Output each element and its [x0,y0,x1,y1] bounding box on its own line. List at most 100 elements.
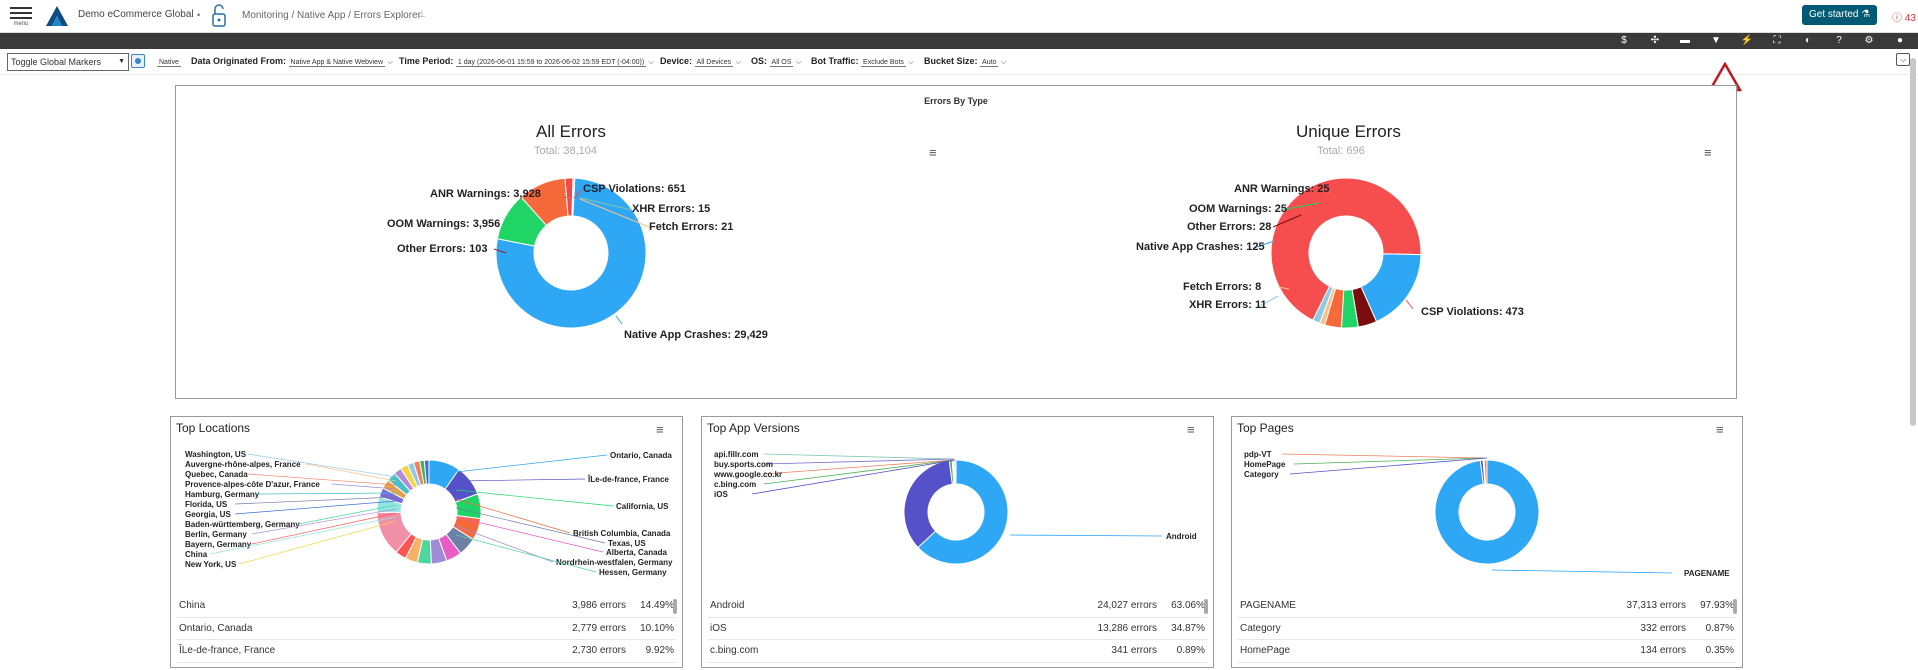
dollar-icon[interactable]: $ [1621,35,1627,46]
label-hamburg-germany: Hamburg, Germany [185,490,260,499]
gear-icon[interactable]: ⚙ [1864,35,1874,46]
device-select[interactable]: All Devices [694,59,734,67]
fullscreen-icon[interactable]: ⛶ [1773,35,1781,46]
location-leader-line [239,520,397,565]
bot-select[interactable]: Exclude Bots [861,59,906,67]
versions-donut[interactable] [901,457,1011,567]
xhr-errors-slice[interactable] [572,177,576,217]
all-errors-donut[interactable] [486,168,656,338]
menu-label: menu [13,21,29,27]
location-leader-line [455,534,597,573]
menu-button[interactable]: menu [10,4,32,27]
table-row[interactable]: ÎLe-de-france, France 2,730 errors 9.92% [177,640,676,663]
label-anr-warnings: ANR Warnings: 25 [1234,183,1330,195]
bot-label: Bot Traffic: [811,56,859,66]
label-other-errors: Other Errors: 28 [1187,221,1272,233]
origin-select[interactable]: Native App & Native Webview [288,59,386,67]
table-row[interactable]: PAGENAME 37,313 errors 97.93% [1238,595,1736,618]
toggle-global-markers-select[interactable]: Toggle Global Markers ▼ [7,53,129,71]
xhr-errors-slice[interactable] [1312,285,1334,324]
os-label: OS: [751,56,768,66]
label-texas-us: Texas, US [608,539,646,548]
org-dropdown-icon[interactable]: • [197,10,201,20]
brand-logo[interactable] [45,5,69,27]
share-icon[interactable]: ✣ [1650,35,1660,46]
org-name[interactable]: Demo eCommerce Global [78,9,194,20]
row-count: 13,286 errors [1097,622,1157,634]
unique-errors-title: Unique Errors [1296,122,1401,141]
table-scrollbar[interactable] [1733,599,1737,614]
label-buy-sports-com: buy.sports.com [714,460,773,469]
lock-icon[interactable] [210,2,228,28]
table-scrollbar[interactable] [1204,599,1208,614]
location-20-slice[interactable] [423,459,430,485]
page-scrollbar[interactable] [1910,58,1916,426]
table-row[interactable]: China 3,986 errors 14.49% [177,595,676,618]
errors-by-type-panel: Errors By Type All Errors Total: 38,104 … [175,85,1737,399]
location-leader-line [251,512,397,545]
breadcrumb: Monitoring / Native App / Errors Explore… [242,10,421,21]
top-pages-panel: Top Pages ≡ pdp-VT HomePage Category PAGEN… [1231,416,1743,668]
label-anr-warnings: ANR Warnings: 3,928 [430,188,541,200]
label-california-us: California, US [616,502,669,511]
label-android: Android [1166,532,1197,541]
row-count: 2,779 errors [572,622,626,634]
unique-errors-donut[interactable] [1261,168,1431,338]
table-row[interactable]: Android 24,027 errors 63.06% [708,595,1207,618]
chart-menu-icon[interactable]: ≡ [1704,145,1712,160]
leader-lines [493,189,1414,325]
pdp-vt-slice[interactable] [1483,459,1488,485]
android-slice[interactable] [917,459,1009,565]
locations-donut[interactable] [374,457,484,567]
label-washington-us: Washington, US [185,450,247,459]
help-icon[interactable]: ? [1836,35,1842,46]
table-scrollbar[interactable] [673,599,677,614]
chart-menu-icon[interactable]: ≡ [656,422,664,437]
target-icon [135,58,141,64]
table-row[interactable]: c.bing.com 341 errors 0.89% [708,640,1207,663]
os-select[interactable]: All OS [769,59,794,67]
location-leader-line [209,516,397,555]
table-row[interactable]: Ontario, Canada 2,779 errors 10.10% [177,618,676,640]
csp-violations-slice[interactable] [1270,177,1422,321]
location-leader-line [247,473,397,486]
user-icon[interactable]: ● [1896,35,1904,46]
filter-icon[interactable]: ▼ [1711,35,1721,46]
alert-count: 43 [1904,13,1916,24]
api-fillr-com-slice[interactable] [954,459,957,485]
location-leader-line [455,498,571,534]
label-api-fillr-com: api.fillr.com [714,450,759,459]
label-le-de-france-france: ÎLe-de-france, France [588,475,669,484]
label-alberta-canada: Alberta, Canada [606,548,667,557]
chart-menu-icon[interactable]: ≡ [1716,422,1724,437]
row-pct: 0.35% [1705,645,1734,656]
alerts-badge[interactable]: ⓘ 43 [1892,9,1916,24]
chart-menu-icon[interactable]: ≡ [1187,422,1195,437]
pagename-slice[interactable] [1434,459,1540,565]
contrast-icon[interactable]: ◐ [1804,35,1812,46]
chart-menu-icon[interactable]: ≡ [929,145,937,160]
get-started-button[interactable]: Get started ⚗ [1802,5,1878,25]
time-select[interactable]: 1 day (2026-06-01 15:59 to 2026-06-02 15… [455,59,647,67]
native-app-crashes-slice[interactable] [495,177,647,329]
collapse-filters-button[interactable]: ⌵ [1896,53,1910,66]
pin-icon[interactable]: ⊥ [418,9,426,19]
flask-icon: ⚗ [1861,9,1871,20]
location-leader-line [235,496,397,505]
label-fetch-errors: Fetch Errors: 21 [649,221,734,233]
location-leader-line [455,478,586,482]
table-row[interactable]: iOS 13,286 errors 34.87% [708,618,1207,640]
chevron-down-icon: ▼ [118,58,125,65]
label-provence-alpes-c-te-d-azur-france: Provence-alpes-côte D'azur, France [185,480,320,489]
table-row[interactable]: Category 332 errors 0.87% [1238,618,1736,640]
pages-donut[interactable] [1432,457,1542,567]
native-chip[interactable]: Native [157,59,181,67]
location-leader-line [455,525,554,563]
comment-icon[interactable]: ▬ [1680,35,1690,46]
bucket-select[interactable]: Auto [980,59,999,67]
bolt-icon[interactable]: ⚡ [1740,35,1754,46]
label-new-york-us: New York, US [185,560,237,569]
location-leader-line [251,508,397,535]
markers-toggle-button[interactable] [131,54,145,68]
table-row[interactable]: HomePage 134 errors 0.35% [1238,640,1736,663]
